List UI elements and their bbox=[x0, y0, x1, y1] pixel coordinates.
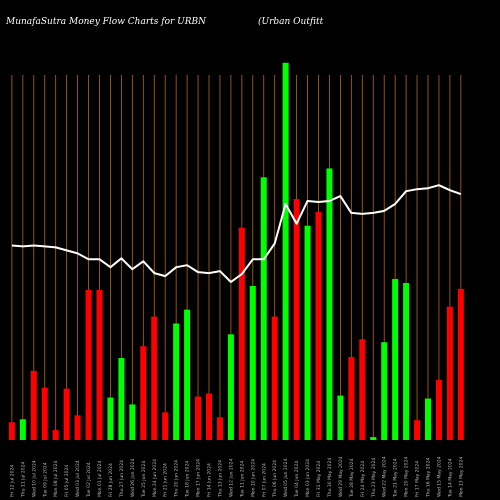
x-tick-label: Thu 11 Jul 2024 bbox=[20, 462, 26, 498]
x-tick-label: Wed 22 May 2024 bbox=[382, 456, 388, 497]
money-flow-bar bbox=[184, 309, 191, 440]
money-flow-bar bbox=[8, 422, 15, 440]
money-flow-bar bbox=[140, 346, 147, 440]
money-flow-bar bbox=[216, 417, 223, 440]
x-tick-label: Wed 15 May 2024 bbox=[436, 456, 442, 497]
money-flow-bar bbox=[425, 398, 431, 440]
x-tick-label: Thu 13 Jun 2024 bbox=[217, 460, 223, 498]
x-tick-label: Fri 12 Jul 2024 bbox=[9, 465, 15, 497]
money-flow-bar bbox=[282, 62, 289, 441]
chart-title-ticker: (Urban Outfitt bbox=[258, 17, 324, 27]
x-tick-label: Mon 13 May 2024 bbox=[458, 457, 464, 497]
money-flow-bar bbox=[238, 227, 245, 440]
money-flow-bar bbox=[403, 282, 410, 440]
x-tick-label: Mon 03 Jun 2024 bbox=[305, 459, 311, 497]
money-flow-bar bbox=[271, 316, 278, 440]
x-tick-label: Tue 21 May 2024 bbox=[393, 458, 399, 498]
x-tick-label: Wed 29 May 2024 bbox=[338, 456, 344, 497]
money-flow-bar bbox=[359, 339, 366, 440]
x-tick-label: Mon 17 Jun 2024 bbox=[196, 459, 202, 497]
money-flow-bar bbox=[293, 199, 300, 440]
x-tick-label: Wed 26 Jun 2024 bbox=[130, 459, 136, 497]
money-flow-bar bbox=[162, 412, 169, 440]
x-tick-label: Tue 14 May 2024 bbox=[447, 458, 453, 498]
money-flow-bar bbox=[435, 379, 442, 440]
money-flow-bar bbox=[381, 342, 388, 440]
money-flow-bar bbox=[41, 387, 48, 440]
money-flow-bar bbox=[63, 388, 70, 440]
money-flow-bar bbox=[348, 357, 355, 440]
money-flow-bar bbox=[74, 415, 81, 440]
money-flow-bar bbox=[227, 334, 234, 440]
x-tick-label: Fri 14 Jun 2024 bbox=[207, 463, 213, 497]
x-tick-label: Mon 08 Jul 2024 bbox=[53, 460, 59, 497]
x-tick-label: Fri 05 Jul 2024 bbox=[64, 465, 70, 497]
x-tick-label: Thu 23 May 2024 bbox=[371, 458, 377, 498]
x-tick-label: Thu 06 Jun 2024 bbox=[272, 460, 278, 498]
x-tick-label: Thu 16 May 2024 bbox=[426, 458, 432, 498]
money-flow-bar bbox=[129, 404, 136, 440]
money-flow-bar bbox=[173, 323, 180, 440]
x-tick-label: Tue 28 May 2024 bbox=[349, 458, 355, 498]
money-flow-bar bbox=[446, 306, 453, 440]
money-flow-bar bbox=[414, 420, 421, 440]
money-flow-bar bbox=[19, 419, 26, 440]
money-flow-bar bbox=[107, 397, 114, 440]
money-flow-bar bbox=[315, 211, 322, 440]
x-tick-label: Tue 04 Jun 2024 bbox=[294, 461, 300, 498]
x-tick-label: Wed 03 Jul 2024 bbox=[75, 460, 81, 497]
money-flow-bar bbox=[52, 430, 59, 440]
money-flow-bar bbox=[151, 316, 158, 440]
x-tick-label: Wed 05 Jun 2024 bbox=[283, 459, 289, 497]
x-tick-label: Thu 20 Jun 2024 bbox=[174, 460, 180, 498]
money-flow-bar bbox=[337, 395, 344, 440]
money-flow-bar bbox=[249, 285, 256, 440]
x-tick-label: Wed 12 Jun 2024 bbox=[228, 459, 234, 497]
money-flow-bar bbox=[118, 358, 125, 440]
x-tick-label: Thu 30 May 2024 bbox=[327, 458, 333, 498]
x-tick-label: Tue 18 Jun 2024 bbox=[185, 461, 191, 498]
money-flow-bar bbox=[326, 168, 333, 440]
money-flow-bar bbox=[96, 289, 103, 440]
money-flow-bar bbox=[206, 393, 212, 440]
money-flow-bar bbox=[260, 177, 267, 440]
x-tick-label: Mon 01 Jul 2024 bbox=[97, 460, 103, 497]
x-tick-label: Tue 25 Jun 2024 bbox=[141, 461, 147, 498]
x-tick-label: Tue 11 Jun 2024 bbox=[239, 461, 245, 498]
chart-title: MunafaSutra Money Flow Charts for URBN bbox=[6, 17, 206, 27]
money-flow-bar bbox=[370, 437, 377, 440]
x-tick-label: Wed 10 Jul 2024 bbox=[31, 460, 37, 497]
money-flow-bar bbox=[30, 370, 37, 440]
x-tick-label: Mon 24 Jun 2024 bbox=[152, 459, 158, 497]
money-flow-average-line bbox=[11, 184, 462, 283]
x-tick-label: Fri 24 May 2024 bbox=[360, 461, 366, 497]
x-tick-label: Tue 09 Jul 2024 bbox=[42, 462, 48, 498]
x-tick-label: Fri 21 Jun 2024 bbox=[163, 463, 169, 497]
x-tick-label: Thu 27 Jun 2024 bbox=[119, 460, 125, 498]
x-tick-label: Mon 20 May 2024 bbox=[404, 457, 410, 497]
x-tick-label: Fri 31 May 2024 bbox=[316, 461, 322, 497]
x-tick-label: Tue 02 Jul 2024 bbox=[86, 462, 92, 498]
x-tick-label: Mon 10 Jun 2024 bbox=[250, 459, 256, 497]
x-tick-label: Fri 28 Jun 2024 bbox=[108, 463, 114, 497]
money-flow-bar bbox=[195, 396, 202, 440]
money-flow-bar bbox=[85, 289, 92, 440]
x-tick-label: Fri 17 May 2024 bbox=[415, 461, 421, 497]
money-flow-bar bbox=[304, 225, 311, 440]
money-flow-bar bbox=[392, 279, 399, 440]
money-flow-bar bbox=[457, 288, 464, 440]
x-tick-label: Fri 07 Jun 2024 bbox=[261, 463, 267, 497]
